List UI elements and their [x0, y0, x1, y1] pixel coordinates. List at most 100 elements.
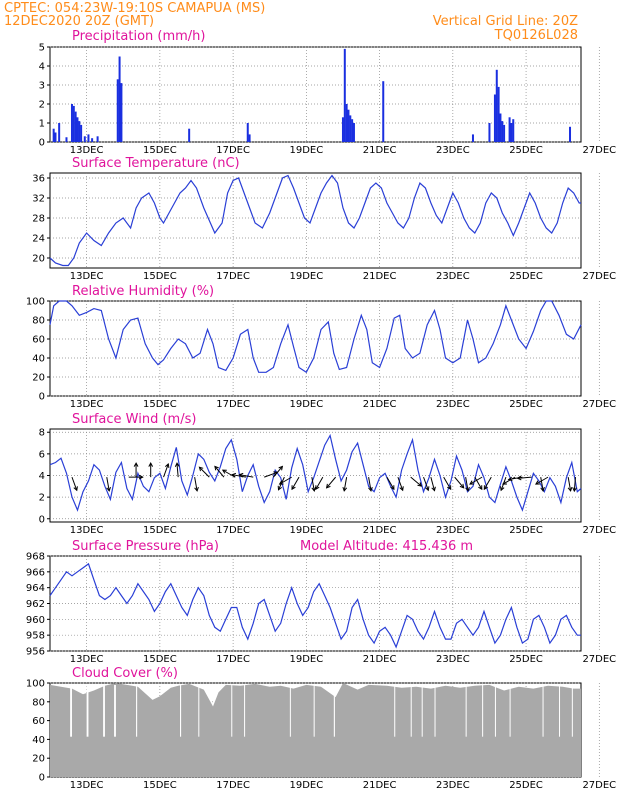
wind-arrow-head [459, 483, 465, 489]
wind-arrow-head [368, 486, 373, 492]
y-tick-label: 24 [32, 234, 45, 245]
cloud-gap [70, 685, 72, 737]
y-tick-label: 4 [39, 471, 45, 482]
wind-arrow-head [214, 465, 219, 471]
wind-arrow [397, 476, 404, 491]
x-tick-label: 23DEC [436, 271, 470, 282]
cloud-gap [509, 685, 511, 737]
y-tick-label: 6 [39, 449, 45, 460]
wind-arrow-head [325, 483, 331, 489]
precip-bar [120, 83, 123, 142]
wind-arrow [291, 476, 300, 490]
precip-bar [501, 121, 504, 142]
x-tick-label: 21DEC [363, 145, 397, 156]
precip-bar [345, 104, 348, 142]
panel-frame [49, 555, 582, 652]
precip-bar [52, 128, 55, 142]
wind-arrow [279, 476, 292, 485]
cloud-gap [410, 685, 412, 737]
cloud-gap [103, 685, 105, 737]
wind-arrow-head [278, 465, 284, 471]
wind-arrow-head [221, 469, 227, 474]
cloud-area [50, 683, 581, 777]
wind-arrow-head [469, 480, 475, 485]
wind-arrow-head [231, 472, 237, 478]
wind-arrow [540, 477, 544, 491]
panel-title: Cloud Cover (%) [72, 666, 178, 681]
panel-title: Relative Humidity (%) [72, 284, 214, 299]
x-tick-label: 19DEC [289, 654, 323, 665]
y-tick-label: 40 [32, 354, 45, 365]
precip-bar [488, 123, 491, 142]
x-tick-label: 19DEC [289, 780, 323, 791]
precip-bar [58, 123, 61, 142]
wind-arrow-head [417, 482, 423, 487]
y-tick-label: 2 [39, 100, 45, 111]
cloud-gap [114, 685, 116, 737]
panel-title: Precipitation (mm/h) [72, 29, 205, 44]
precip-bar [70, 104, 73, 142]
wind-arrow-head [315, 485, 320, 491]
x-tick-label: 17DEC [216, 145, 250, 156]
wind-arrow-head [478, 485, 483, 491]
wind-arrow-head [198, 466, 204, 472]
precip-bar [349, 115, 352, 142]
wind-arrow-head [390, 485, 395, 491]
wind-arrow-head [447, 485, 452, 491]
x-tick-label: 17DEC [216, 271, 250, 282]
panel-6: Cloud Cover (%) 13DEC 15DEC 17DEC 19DEC 21DEC… [26, 666, 616, 791]
wind-arrow [443, 476, 452, 490]
y-tick-label: 2 [39, 493, 45, 504]
x-tick-label: 19DEC [289, 399, 323, 410]
wind-arrow-head [500, 486, 505, 492]
precip-bar [65, 137, 68, 142]
precip-bar [471, 134, 474, 142]
cloud-gap [421, 685, 423, 737]
cloud-gap [394, 685, 396, 737]
cloud-gap [244, 685, 246, 737]
x-tick-label: 23DEC [436, 399, 470, 410]
panel-frame [49, 428, 582, 523]
x-tick-label: 15DEC [143, 654, 177, 665]
y-tick-label: 0 [39, 392, 45, 403]
x-tick-label: 25DEC [509, 399, 543, 410]
x-tick-label: 15DEC [143, 145, 177, 156]
y-tick-label: 80 [32, 316, 45, 327]
precip-bar [503, 124, 506, 142]
cloud-gap [542, 685, 544, 737]
wind-arrow-head [540, 486, 545, 492]
wind-arrow-head [534, 480, 540, 485]
cloud-gap [465, 685, 467, 737]
precip-bar [497, 86, 500, 142]
wind-arrow [368, 477, 372, 491]
header-datetime: 12DEC2020 20Z (GMT) [4, 14, 154, 29]
wind-arrow [465, 477, 469, 491]
y-tick-label: 4 [39, 62, 45, 73]
y-tick-label: 20 [32, 254, 45, 265]
wind-arrow-head [342, 486, 348, 492]
wind-arrow-head [194, 486, 199, 492]
cloud-gap [86, 685, 89, 737]
x-tick-label: 13DEC [70, 145, 104, 156]
precip-bar [74, 111, 77, 142]
precip-bar [495, 69, 498, 142]
y-tick-label: 36 [32, 174, 45, 185]
wind-arrow [326, 476, 337, 489]
panel-title: Surface Pressure (hPa) [72, 539, 219, 554]
wind-arrow [508, 476, 523, 481]
panel-title: Surface Temperature (nC) [72, 156, 240, 171]
wind-arrow [311, 477, 315, 491]
wind-arrow [567, 477, 572, 491]
x-tick-label: 13DEC [70, 271, 104, 282]
series-line [49, 433, 582, 512]
wind-arrow-head [277, 485, 283, 491]
wind-arrow [239, 474, 254, 478]
wind-arrow [517, 476, 532, 479]
y-tick-label: 20 [32, 373, 45, 384]
x-tick-label: 23DEC [436, 525, 470, 536]
y-tick-label: 966 [26, 567, 45, 578]
precip-bar [351, 119, 354, 142]
wind-arrow-head [502, 480, 508, 485]
wind-arrow [343, 477, 348, 491]
